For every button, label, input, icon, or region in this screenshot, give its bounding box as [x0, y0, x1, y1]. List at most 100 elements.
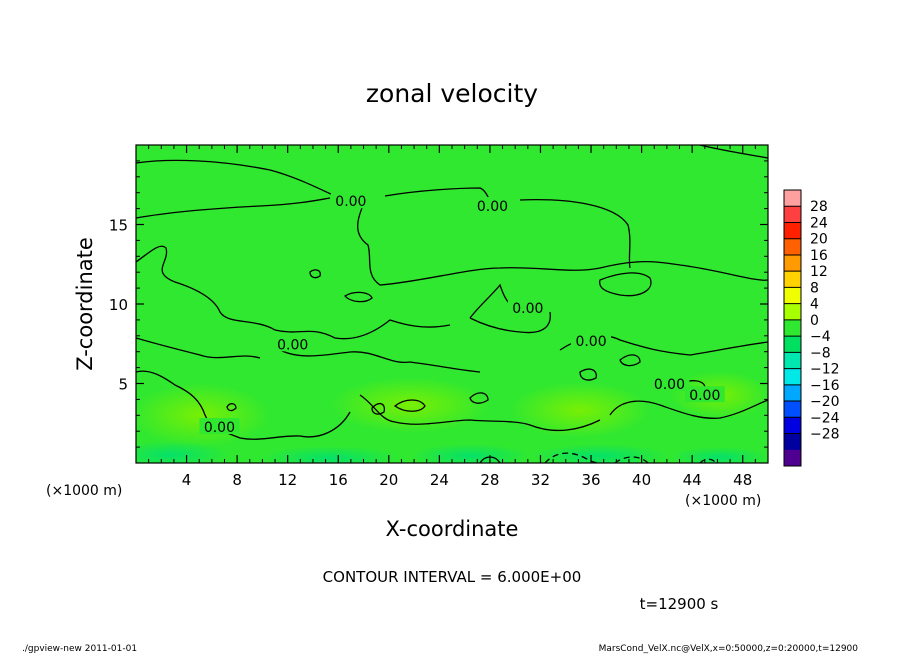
contour-line [469, 311, 551, 334]
x-tick-label: 12 [278, 471, 297, 489]
shade-region [510, 382, 650, 438]
contour-label: 0.00 [277, 337, 308, 353]
contour-label-bg [571, 332, 612, 349]
y-axis-label: Z-coordinate [73, 237, 97, 371]
colorbar-swatch [784, 222, 801, 240]
contour-line [136, 197, 331, 219]
colorbar-label: 28 [810, 199, 828, 215]
colorbar-label: 24 [810, 215, 828, 231]
contour-line [469, 392, 489, 404]
colorbar-swatch [784, 287, 801, 305]
shade-region [530, 444, 670, 463]
x-tick-label: 4 [182, 471, 192, 489]
x-tick-label: 8 [232, 471, 242, 489]
x-tick-label: 44 [683, 471, 702, 489]
x-tick-label: 48 [733, 471, 752, 489]
x-axis: 4 8 12 16 20 24 28 32 36 40 44 48 [148, 145, 756, 489]
x-tick-label: 16 [329, 471, 348, 489]
contour-line [619, 354, 641, 367]
colorbar-swatch [784, 254, 801, 272]
y-tick-label: 5 [118, 376, 128, 394]
contour-line [699, 458, 717, 463]
colorbar-label: 20 [810, 232, 828, 248]
footer-right-note: MarsCond_VelX.nc@VelX,x=0:50000,z=0:2000… [599, 644, 859, 654]
contour-label: 0.00 [335, 194, 366, 210]
colorbar-label: 0 [810, 313, 819, 329]
plot-area: 0.00 0.000.000.00 0.000.000.000.00 [136, 145, 768, 463]
contour-line [614, 456, 649, 463]
x-tick-label: 40 [632, 471, 651, 489]
x-tick-label: 20 [379, 471, 398, 489]
contour-line [226, 403, 237, 412]
contour-label-bg [330, 192, 371, 209]
colorbar-label: −12 [810, 362, 840, 378]
contour-line [279, 349, 481, 373]
contour-line [136, 159, 341, 199]
contour-label: 0.00 [204, 420, 235, 436]
contour-label: 0.00 [477, 199, 508, 215]
y-tick-label: 10 [109, 296, 128, 314]
colorbar-swatch [784, 368, 801, 386]
contour-line [136, 337, 261, 359]
time-label: t=12900 s [640, 595, 719, 613]
colorbar-swatch [784, 352, 801, 369]
shade-region [260, 446, 400, 463]
x-tick-label: 36 [581, 471, 600, 489]
contour-label: 0.00 [575, 334, 606, 350]
contour-line [371, 403, 386, 415]
colorbar-swatch [784, 417, 801, 434]
contour-line [384, 187, 491, 203]
contour-label: 0.00 [512, 301, 543, 317]
colorbar-swatch [784, 303, 801, 321]
contour-label-bg [507, 298, 548, 315]
contour-label-bg [649, 375, 690, 392]
x-axis-label: X-coordinate [386, 517, 519, 541]
colorbar-swatch [784, 449, 801, 467]
shade-region [136, 383, 270, 447]
contour-line [136, 245, 451, 340]
y-tick-label: 15 [109, 217, 128, 235]
y-axis: 5 10 15 [109, 160, 768, 448]
chart-title: zonal velocity [366, 79, 538, 108]
colorbar-swatch [784, 206, 801, 223]
contour-line [309, 269, 321, 279]
colorbar-label: 8 [810, 280, 819, 296]
contour-line [599, 272, 652, 297]
colorbar-label: −4 [810, 329, 831, 345]
contour-line [609, 399, 768, 419]
contour-interval-label: CONTOUR INTERVAL = 6.000E+00 [323, 568, 582, 586]
colorbar-swatch [784, 401, 801, 418]
colorbar-label: 12 [810, 264, 828, 280]
contour-label-bg [472, 197, 513, 214]
colorbar-label: 16 [810, 248, 828, 264]
colorbar-label: −28 [810, 427, 840, 443]
shade-region [670, 447, 768, 463]
contour-label: 0.00 [689, 388, 720, 404]
colorbar-label: −16 [810, 378, 840, 394]
colorbar-label: −20 [810, 394, 840, 410]
colorbar-swatch [784, 384, 801, 402]
x-tick-label: 32 [531, 471, 550, 489]
colorbar-swatch [784, 433, 801, 451]
x-axis-unit-right: (×1000 m) [685, 493, 761, 509]
footer-left-note: ./gpview-new 2011-01-01 [22, 644, 137, 654]
contour-labels: 0.00 0.000.000.00 0.000.000.000.00 [199, 192, 725, 436]
colorbar-frame [783, 189, 802, 467]
contour-label-bg [199, 418, 240, 435]
contour-label: 0.00 [654, 377, 685, 393]
colorbar-swatch [784, 238, 801, 256]
shade-region [410, 444, 530, 463]
x-axis-unit-left: (×1000 m) [46, 483, 122, 499]
colorbar-swatch [784, 190, 801, 207]
x-tick-label: 28 [480, 471, 499, 489]
contour-line [359, 394, 601, 432]
contour-label-bg [684, 386, 725, 403]
colorbar-label: −8 [810, 345, 831, 361]
contour-line [699, 145, 768, 159]
contour-line [519, 199, 631, 269]
colorbar-swatch [784, 319, 801, 337]
contour-line [357, 199, 768, 286]
contour-label-bg [272, 335, 313, 352]
contour-line [393, 399, 426, 412]
